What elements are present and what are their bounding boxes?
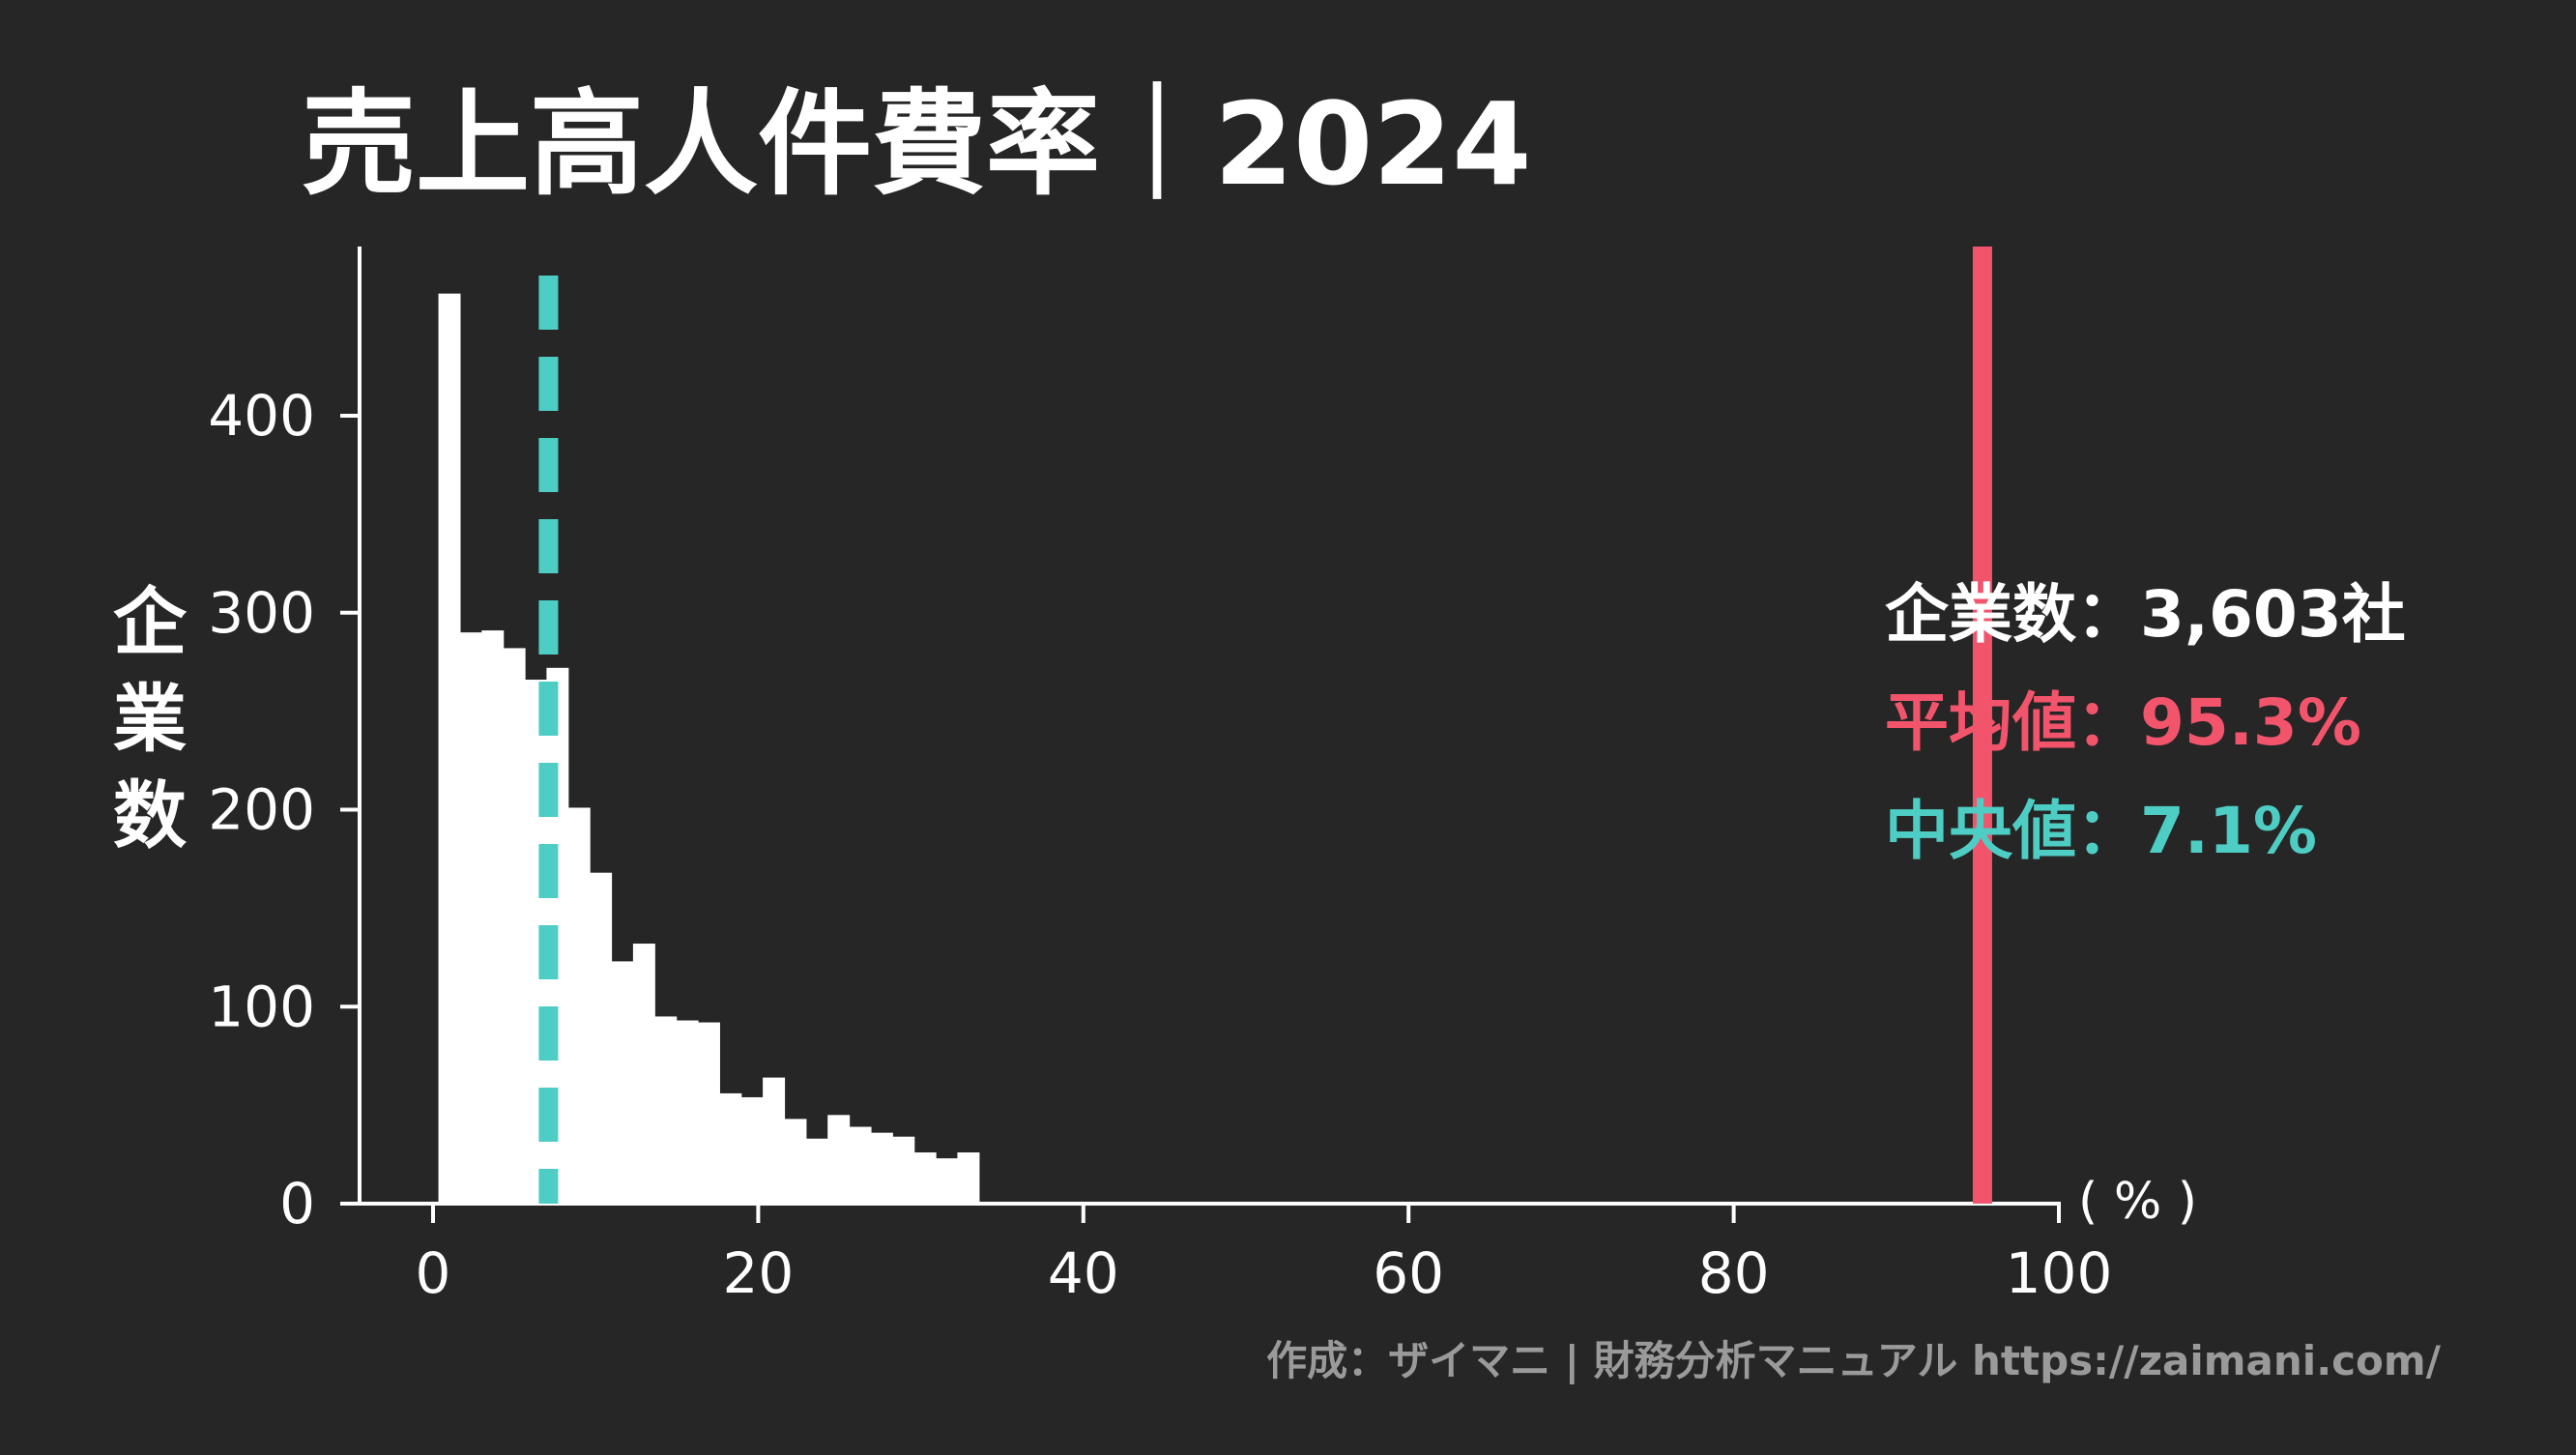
y-tick-label: 0	[279, 1171, 315, 1237]
histogram-bar	[503, 648, 526, 1204]
y-axis-label-char: 数	[113, 772, 187, 858]
y-tick-label: 100	[208, 974, 315, 1039]
credit-text: 作成：ザイマニ | 財務分析マニュアル https://zaimani.com/	[1266, 1337, 2442, 1384]
y-tick-label: 400	[208, 383, 315, 449]
count-stat: 企業数：3,603社	[1885, 577, 2406, 652]
histogram-bar	[719, 1092, 742, 1204]
axes: 0 20 40 60 80 100 0 100 200 300 400	[208, 247, 2112, 1306]
median-value: 7.1%	[2140, 794, 2317, 868]
histogram-bar	[913, 1152, 937, 1204]
histogram-bar	[827, 1115, 851, 1204]
y-axis-label: 企業数	[113, 579, 188, 858]
histogram-bar	[849, 1126, 872, 1204]
x-tick-label: 0	[416, 1240, 451, 1306]
y-axis-label-char: 業	[113, 676, 187, 762]
mean-stat: 平均値：95.3%	[1885, 685, 2361, 760]
histogram-bars	[438, 293, 980, 1205]
count-separator: ：	[2076, 577, 2140, 652]
histogram-bar	[763, 1077, 786, 1204]
histogram-bar	[611, 961, 634, 1204]
histogram-bar	[438, 293, 461, 1204]
y-axis-label-char: 企	[113, 579, 188, 665]
histogram-bar	[481, 630, 505, 1204]
median-separator: ：	[2076, 794, 2140, 868]
histogram-bar	[784, 1119, 807, 1204]
x-tick-label: 80	[1698, 1240, 1770, 1306]
x-axis-label: ( % )	[2078, 1173, 2197, 1231]
histogram-bar	[936, 1158, 959, 1204]
x-tick-label: 20	[722, 1240, 794, 1306]
mean-value: 95.3%	[2140, 685, 2361, 760]
x-tick-label: 60	[1373, 1240, 1444, 1306]
chart-title: 売上高人件費率｜2024	[302, 77, 1531, 211]
histogram-bar	[892, 1136, 915, 1204]
histogram-bar	[805, 1138, 828, 1204]
count-label: 企業数	[1885, 577, 2076, 652]
mean-label: 平均値	[1885, 685, 2076, 760]
histogram-bar	[740, 1096, 764, 1204]
mean-separator: ：	[2076, 685, 2140, 760]
median-label: 中央値	[1885, 794, 2076, 868]
histogram-bar	[676, 1020, 699, 1204]
x-tick-label: 40	[1048, 1240, 1119, 1306]
stats-annotation: 企業数：3,603社 平均値：95.3% 中央値：7.1%	[1885, 577, 2406, 868]
y-tick-label: 200	[208, 777, 315, 843]
histogram-bar	[567, 807, 591, 1204]
histogram-bar	[459, 632, 482, 1205]
y-tick-label: 300	[208, 580, 315, 646]
histogram-bar	[632, 944, 655, 1204]
count-value: 3,603社	[2140, 577, 2406, 652]
reference-lines	[538, 247, 1992, 1204]
x-tick-label: 100	[2006, 1240, 2113, 1306]
histogram-bar	[698, 1022, 720, 1204]
histogram-bar	[654, 1016, 678, 1204]
median-stat: 中央値：7.1%	[1885, 794, 2317, 868]
histogram-bar	[870, 1132, 893, 1204]
histogram-bar	[590, 872, 613, 1204]
histogram-bar	[957, 1152, 980, 1204]
